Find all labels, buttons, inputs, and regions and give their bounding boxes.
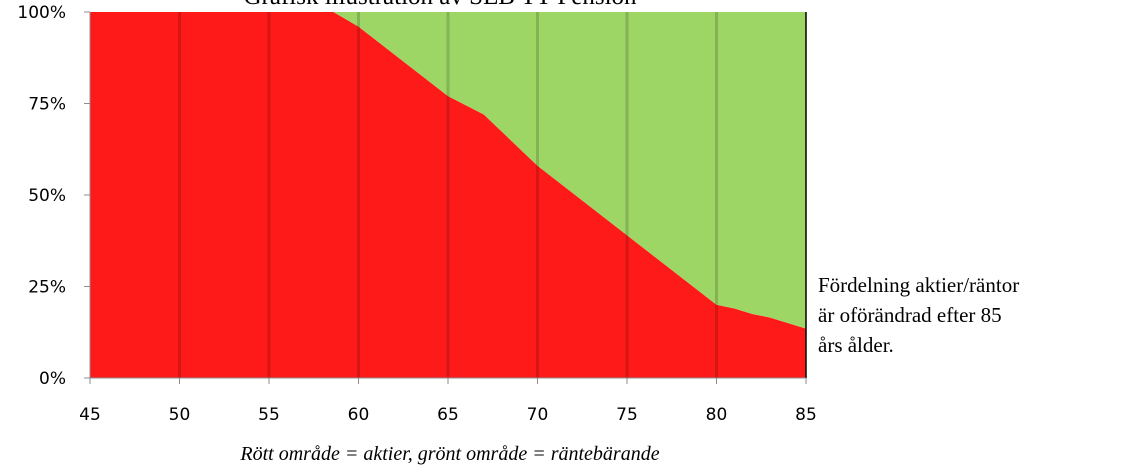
x-tick-label: 70	[527, 405, 549, 425]
y-tick-label: 50%	[28, 186, 66, 206]
area-räntebärande	[90, 12, 806, 329]
grid-layer	[178, 12, 718, 378]
chart-title: Grafisk illustration av SEB TT-Pension	[160, 0, 720, 11]
side-note: Fördelning aktier/räntor är oförändrad e…	[818, 273, 1020, 357]
axes-layer: 0% 25% 50% 75% 100% 45 50 55 60 65 70 75 80 85	[17, 3, 816, 425]
chart-caption: Rött område = aktier, grönt område = rän…	[240, 443, 660, 465]
y-tick-label: 75%	[28, 95, 66, 115]
x-tick-label: 75	[616, 405, 638, 425]
x-tick-label: 65	[437, 405, 459, 425]
x-tick-label: 80	[706, 405, 728, 425]
y-tick-label: 100%	[17, 3, 66, 23]
area-layer	[90, 12, 806, 378]
x-tick-label: 85	[795, 405, 817, 425]
x-tick-label: 45	[79, 405, 101, 425]
x-tick-label: 55	[258, 405, 280, 425]
y-tick-label: 0%	[39, 369, 66, 389]
y-tick-label: 25%	[28, 278, 66, 298]
x-tick-label: 50	[169, 405, 191, 425]
x-tick-label: 60	[348, 405, 370, 425]
area-aktier	[90, 12, 806, 378]
